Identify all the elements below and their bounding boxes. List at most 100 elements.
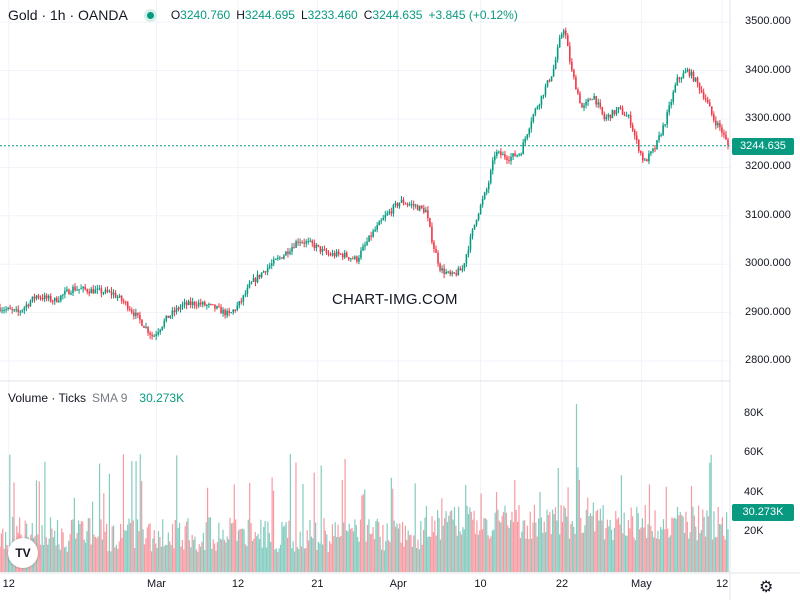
candle-body <box>94 289 97 294</box>
volume-bar <box>279 544 282 572</box>
candle-body <box>536 107 539 109</box>
candle-body <box>277 257 279 259</box>
volume-bar <box>695 526 697 572</box>
candle-body <box>420 205 423 209</box>
volume-bar <box>326 534 328 572</box>
volume-bar <box>41 525 43 572</box>
candle-body <box>171 310 174 316</box>
volume-bar <box>303 548 305 572</box>
candle-body <box>459 268 462 271</box>
volume-bar <box>406 539 408 572</box>
settings-gear-icon[interactable]: ⚙ <box>759 579 774 596</box>
candle-body <box>631 125 634 131</box>
volume-bar <box>288 520 290 572</box>
volume-bar <box>490 536 492 572</box>
volume-bar <box>351 527 353 572</box>
candle-body <box>607 114 610 117</box>
volume-bar <box>166 544 168 572</box>
low-label: L <box>300 8 308 22</box>
volume-bar <box>362 494 364 572</box>
candle-body <box>179 306 182 310</box>
candle-body <box>333 253 336 257</box>
volume-bar <box>599 508 601 572</box>
volume-bar <box>401 521 404 572</box>
volume-bar <box>375 521 377 572</box>
volume-bar <box>94 536 96 572</box>
candle-body <box>309 240 312 242</box>
volume-bar <box>462 527 464 572</box>
volume-bar <box>132 520 134 572</box>
volume-bar <box>146 527 148 572</box>
volume-bar <box>260 519 262 572</box>
candle-body <box>481 198 484 205</box>
volume-bar <box>229 517 231 572</box>
tradingview-logo[interactable]: TV <box>8 538 38 568</box>
volume-bar <box>76 533 78 572</box>
volume-bar <box>316 549 318 572</box>
volume-bar <box>644 505 646 572</box>
volume-bar <box>538 518 540 572</box>
volume-bar <box>690 486 693 572</box>
volume-bar <box>197 551 199 572</box>
volume-bar <box>550 534 552 572</box>
candle-body <box>17 309 20 313</box>
candle-body <box>552 68 555 77</box>
volume-bar <box>531 538 533 572</box>
candle-body <box>544 86 547 96</box>
volume-bar <box>385 541 387 572</box>
volume-bar <box>47 544 49 572</box>
volume-bar <box>244 544 247 572</box>
candle-body <box>597 102 600 105</box>
volume-bar <box>96 538 98 572</box>
candle-body <box>688 69 691 76</box>
watermark: CHART-IMG.COM <box>332 291 458 308</box>
candle-body <box>256 274 259 283</box>
volume-bar <box>44 461 46 572</box>
volume-bar <box>145 538 147 572</box>
candle-body <box>248 283 251 288</box>
volume-bar <box>169 541 171 572</box>
volume-bar <box>309 519 311 572</box>
volume-bar <box>340 536 342 572</box>
candle-body <box>719 122 721 128</box>
volume-bars <box>0 403 729 572</box>
candle-body <box>323 248 326 250</box>
candle-body <box>562 30 565 35</box>
candle-body <box>433 242 435 250</box>
volume-bar <box>9 454 11 572</box>
candle-body <box>181 304 184 307</box>
volume-bar <box>282 526 284 572</box>
candle-body <box>72 286 74 294</box>
volume-tick-label: 40K <box>744 485 764 498</box>
candle-body <box>398 202 401 207</box>
volume-bar <box>582 532 585 572</box>
candle-body <box>15 309 18 311</box>
volume-bar <box>616 519 618 572</box>
volume-bar <box>636 506 638 572</box>
volume-bar <box>305 547 307 572</box>
volume-bar <box>218 522 220 572</box>
candle-body <box>564 30 567 36</box>
candle-body <box>141 319 143 326</box>
volume-bar <box>141 481 143 572</box>
candle-body <box>51 301 54 303</box>
candle-body <box>74 286 76 291</box>
volume-title[interactable]: Volume · Ticks <box>8 391 87 405</box>
symbol-title[interactable]: Gold · 1h · OANDA <box>8 7 128 23</box>
price-tick-label: 2900.000 <box>745 305 791 318</box>
candle-body <box>289 251 291 254</box>
candle-body <box>124 302 127 304</box>
volume-bar <box>82 521 84 572</box>
volume-bar <box>709 462 711 572</box>
candle-body <box>496 151 498 156</box>
volume-bar <box>639 529 641 572</box>
volume-bar <box>371 533 373 572</box>
candle-body <box>55 297 58 302</box>
volume-bar <box>291 548 293 572</box>
candle-body <box>135 312 137 316</box>
candle-body <box>169 315 172 319</box>
volume-bar <box>127 524 129 572</box>
volume-bar <box>725 512 728 572</box>
volume-bar <box>633 537 635 572</box>
volume-bar <box>465 484 467 572</box>
